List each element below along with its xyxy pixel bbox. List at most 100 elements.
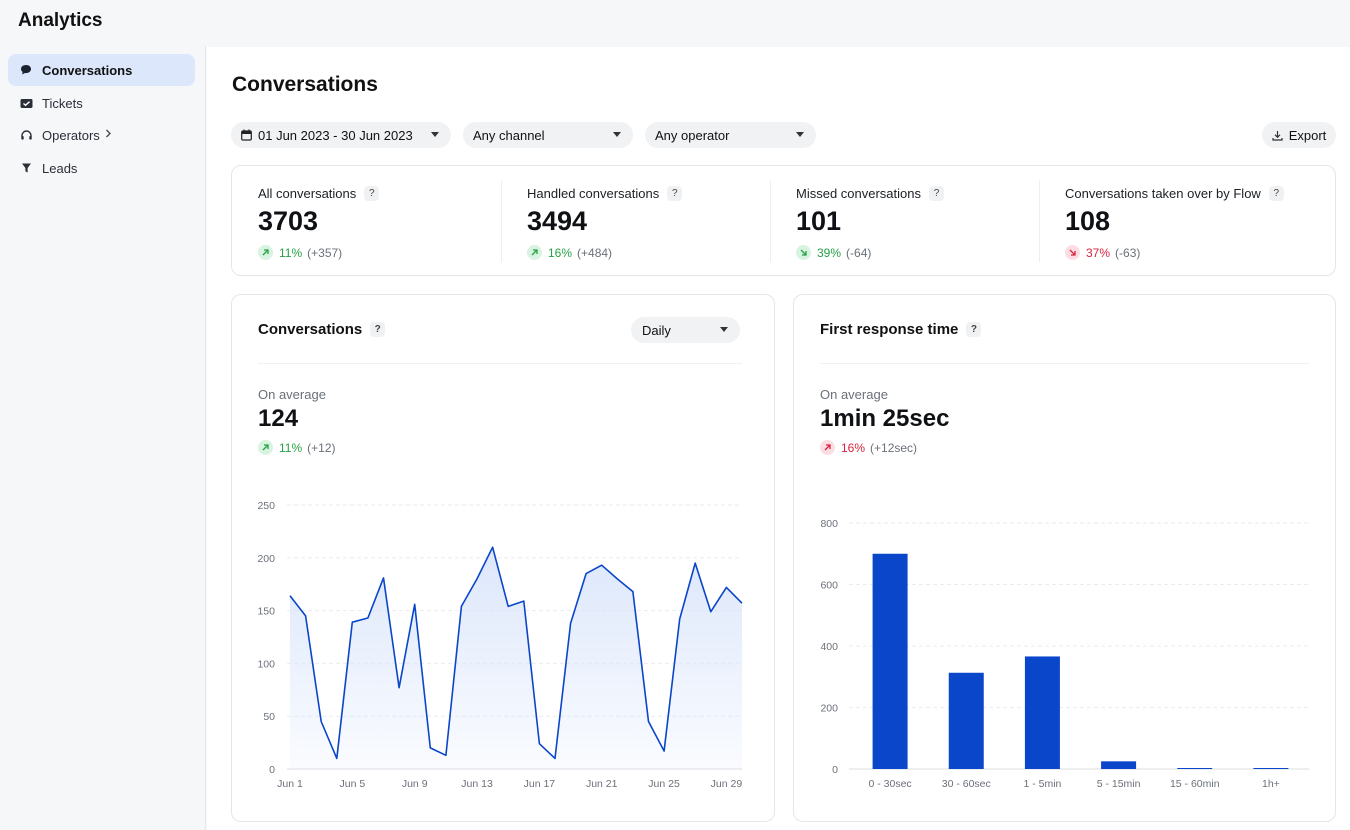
y-tick-label: 200	[257, 553, 275, 565]
bar	[1101, 761, 1137, 769]
sidebar: Conversations Tickets Operators Leads	[0, 46, 206, 830]
divider	[1039, 180, 1040, 262]
y-tick-label: 250	[257, 500, 275, 512]
caret-down-icon	[796, 132, 804, 137]
caret-down-icon	[431, 132, 439, 137]
sidebar-item-label: Tickets	[42, 95, 83, 111]
date-range-value: 01 Jun 2023 - 30 Jun 2023	[258, 127, 413, 143]
y-tick-label: 200	[820, 703, 838, 715]
operator-select[interactable]: Any operator	[645, 122, 816, 148]
bar	[1253, 768, 1289, 769]
trend: 16% (+484)	[527, 245, 612, 260]
chevron-right-icon	[105, 129, 112, 141]
trend-percent: 16%	[548, 245, 573, 260]
y-tick-label: 150	[257, 606, 275, 618]
divider	[770, 180, 771, 262]
arrow-down-right-icon	[1065, 245, 1080, 260]
y-tick-label: 800	[820, 518, 838, 530]
series-line	[289, 546, 743, 760]
ticket-icon	[19, 96, 33, 110]
help-icon[interactable]: ?	[364, 186, 380, 201]
top-bar: Analytics	[0, 0, 1350, 46]
y-tick-label: 50	[263, 711, 275, 723]
funnel-icon	[19, 161, 33, 175]
stat-label: Conversations taken over by Flow	[1065, 186, 1261, 201]
help-icon[interactable]: ?	[667, 186, 683, 201]
help-icon[interactable]: ?	[1268, 186, 1284, 201]
series-area	[290, 547, 742, 769]
x-tick-label: 15 - 60min	[1170, 778, 1220, 790]
sidebar-item-label: Leads	[42, 160, 78, 176]
trend: 11% (+357)	[258, 245, 342, 260]
arrow-up-right-icon	[820, 440, 835, 455]
bar	[872, 553, 908, 769]
sidebar-item-tickets[interactable]: Tickets	[8, 87, 195, 119]
sidebar-item-label: Operators	[42, 127, 100, 143]
sidebar-item-leads[interactable]: Leads	[8, 152, 195, 184]
bar	[948, 672, 984, 769]
help-icon[interactable]: ?	[929, 186, 944, 201]
app-title: Analytics	[18, 10, 103, 31]
x-tick-label: Jun 13	[461, 778, 493, 790]
stat-handled-conversations: Handled conversations? 3494 16% (+484)	[501, 166, 770, 277]
stat-flow-takeovers: Conversations taken over by Flow? 108 37…	[1039, 166, 1336, 277]
x-tick-label: 30 - 60sec	[942, 778, 991, 790]
help-icon[interactable]: ?	[370, 322, 386, 337]
y-tick-label: 0	[832, 764, 838, 776]
main-content: Conversations 01 Jun 2023 - 30 Jun 2023 …	[207, 47, 1350, 830]
trend-delta: (-64)	[846, 245, 872, 260]
caret-down-icon	[720, 327, 728, 332]
x-tick-label: 0 - 30sec	[868, 778, 911, 790]
stat-value: 3494	[527, 206, 588, 236]
x-tick-label: Jun 9	[402, 778, 428, 790]
sidebar-item-label: Conversations	[42, 62, 133, 78]
export-button[interactable]: Export	[1262, 122, 1336, 148]
sidebar-item-conversations[interactable]: Conversations	[8, 54, 195, 86]
average-value: 124	[258, 405, 299, 432]
stat-label: Missed conversations	[796, 186, 921, 201]
y-tick-label: 400	[820, 641, 838, 653]
trend: 11% (+12)	[258, 440, 336, 455]
trend-percent: 16%	[841, 440, 866, 455]
trend-delta: (+12sec)	[870, 440, 918, 455]
arrow-up-right-icon	[258, 440, 273, 455]
x-tick-label: Jun 17	[524, 778, 556, 790]
stat-value: 101	[796, 206, 842, 236]
card-title: Conversations	[258, 321, 363, 338]
export-label: Export	[1288, 127, 1327, 143]
x-tick-label: 5 - 15min	[1097, 778, 1141, 790]
stat-label: All conversations	[258, 186, 357, 201]
x-tick-label: Jun 21	[586, 778, 618, 790]
x-tick-label: 1h+	[1262, 778, 1280, 790]
trend-percent: 11%	[279, 245, 303, 260]
x-tick-label: Jun 29	[711, 778, 743, 790]
y-tick-label: 100	[257, 658, 275, 670]
interval-select[interactable]: Daily	[631, 317, 740, 343]
bar	[1177, 768, 1213, 769]
calendar-icon	[241, 129, 252, 141]
divider	[501, 180, 502, 262]
y-tick-label: 0	[269, 764, 275, 776]
trend-percent: 39%	[817, 245, 842, 260]
conversations-line-chart: 0 50 100 150 200 250 Jun 1 Jun 5 Jun 9 Jun 13 Jun …	[257, 500, 743, 790]
average-value: 1min 25sec	[820, 405, 950, 432]
trend: 16% (+12sec)	[820, 440, 917, 455]
divider	[820, 363, 1309, 364]
sidebar-item-operators[interactable]: Operators	[8, 119, 195, 151]
trend-delta: (-63)	[1115, 245, 1141, 260]
operator-value: Any operator	[655, 127, 730, 143]
response-time-chart-card: First response time? On average 1min 25s…	[793, 294, 1336, 822]
trend: 37% (-63)	[1065, 245, 1140, 260]
date-range-select[interactable]: 01 Jun 2023 - 30 Jun 2023	[231, 122, 451, 148]
channel-select[interactable]: Any channel	[463, 122, 633, 148]
trend-percent: 37%	[1086, 245, 1111, 260]
stat-label: Handled conversations	[527, 186, 660, 201]
arrow-up-right-icon	[258, 245, 273, 260]
arrow-down-right-icon	[796, 245, 811, 260]
y-tick-label: 600	[820, 580, 838, 592]
channel-value: Any channel	[473, 127, 545, 143]
stat-missed-conversations: Missed conversations? 101 39% (-64)	[770, 166, 1039, 277]
interval-value: Daily	[642, 322, 671, 338]
trend-percent: 11%	[279, 440, 303, 455]
help-icon[interactable]: ?	[966, 322, 982, 337]
